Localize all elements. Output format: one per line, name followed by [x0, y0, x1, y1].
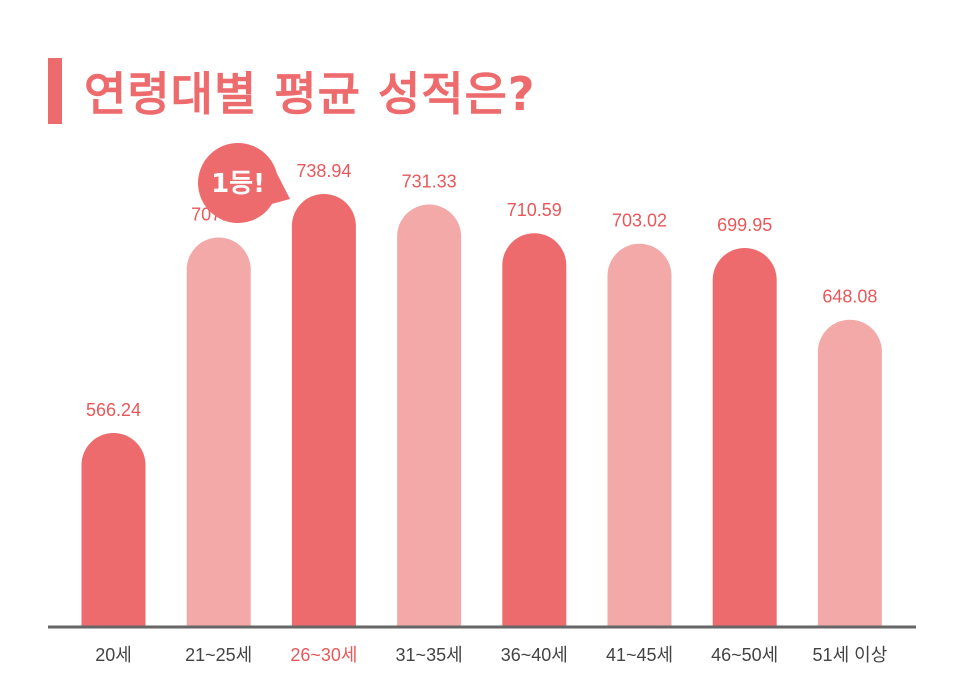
- callout-bubble: [198, 143, 290, 224]
- value-label-4: 731.33: [402, 172, 457, 192]
- value-label-7: 699.95: [717, 215, 772, 235]
- title-accent-bar: [48, 58, 62, 124]
- value-label-1: 566.24: [86, 400, 141, 420]
- bars-group: [81, 194, 882, 627]
- category-label-2: 21~25세: [185, 645, 252, 665]
- bar-7: [712, 247, 777, 627]
- bar-3: [291, 194, 356, 627]
- category-label-5: 36~40세: [501, 645, 568, 665]
- value-label-8: 648.08: [822, 287, 877, 307]
- bar-5: [502, 233, 567, 627]
- category-label-6: 41~45세: [606, 645, 673, 665]
- page-title: 연령대별 평균 성적은?: [84, 67, 536, 121]
- bar-6: [607, 243, 672, 627]
- category-labels-group: 20세 21~25세 26~30세 31~35세 36~40세 41~45세 46~50세 5…: [95, 645, 887, 665]
- title-block: 연령대별 평균 성적은?: [48, 58, 536, 124]
- category-label-4: 31~35세: [396, 645, 463, 665]
- value-label-6: 703.02: [612, 211, 667, 231]
- category-label-8: 51세 이상: [813, 645, 888, 665]
- value-label-5: 710.59: [507, 200, 562, 220]
- value-labels-group: 566.24707.54738.94731.33710.59703.02699.…: [86, 161, 877, 420]
- category-label-3: 26~30세: [290, 645, 357, 665]
- category-label-7: 46~50세: [711, 645, 778, 665]
- first-place-callout: 1등!: [198, 143, 290, 224]
- bar-1: [81, 433, 146, 627]
- value-label-3: 738.94: [296, 161, 351, 181]
- category-label-1: 20세: [95, 645, 132, 665]
- callout-text: 1등!: [211, 169, 265, 199]
- bar-2: [186, 237, 251, 627]
- bar-8: [817, 319, 882, 627]
- bar-4: [397, 204, 462, 627]
